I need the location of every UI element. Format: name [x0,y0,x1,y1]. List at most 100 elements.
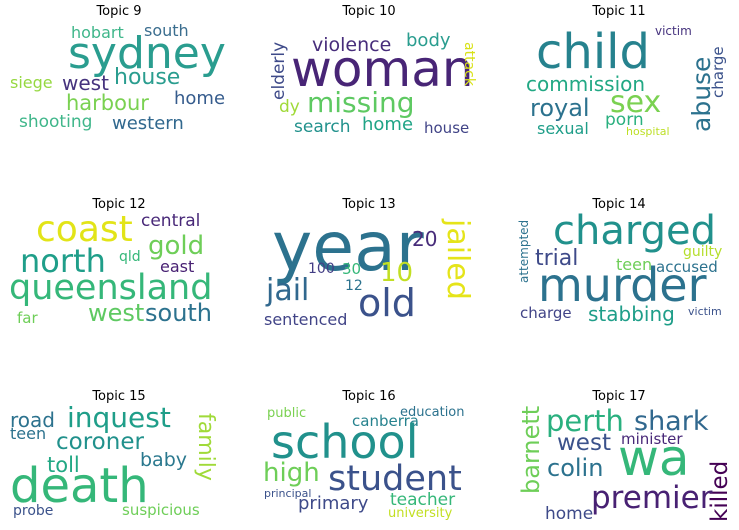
word: year [272,208,424,287]
word: trial [535,246,579,271]
word: house [424,119,470,137]
word: east [160,257,195,276]
word: search [294,117,351,137]
word: 20 [412,227,438,251]
word: western [112,113,184,134]
word: canberra [352,412,419,430]
word: home [545,504,594,524]
word: charge [709,46,727,98]
panel-title: Topic 17 [592,389,646,404]
wordcloud-panel-topic-9: Topic 9 sydney hobart south house west s… [10,4,226,144]
word: north [20,242,106,280]
wordcloud: sydney hobart south house west siege hom… [10,21,226,144]
wordcloud: road inquest teen coroner family toll ba… [10,401,224,529]
wordcloud: year 20 jailed 10 100 30 jail 12 old sen… [264,208,475,337]
wordcloud-panel-topic-15: Topic 15 road inquest teen coroner famil… [10,389,224,529]
word: student [328,459,462,499]
word: coroner [56,429,144,455]
word: attempted [517,219,531,283]
word: minister [621,430,683,448]
word: sexual [537,119,589,138]
panel-title: Topic 9 [96,4,142,19]
wordcloud-panel-topic-14: Topic 14 charged attempted trial teen gu… [514,197,724,337]
word: west [557,430,611,456]
word: jailed [440,219,475,300]
wordcloud: perth shark barnett minister west wa col… [514,404,733,529]
word: hobart [71,23,124,42]
word: woman [291,40,474,98]
word: victim [688,305,722,318]
wordcloud-panel-topic-13: Topic 13 year 20 jailed 10 100 30 jail 1… [264,197,475,337]
word: sydney [68,28,226,79]
word: stabbing [588,302,675,326]
word: gold [148,231,205,261]
word: education [400,405,465,420]
word: premier [591,480,713,516]
panel-title: Topic 13 [342,197,396,212]
word: west [62,71,109,95]
word: hospital [626,125,670,138]
word: accused [656,258,718,276]
word: house [114,65,181,90]
word: porn [605,110,644,130]
word: perth [546,404,624,438]
word: suspicious [122,501,200,519]
wordcloud: charged attempted trial teen guilty accu… [514,211,724,337]
panel-title: Topic 16 [342,389,396,404]
word: high [263,458,320,488]
word: coast [36,209,133,250]
word: elderly [269,41,289,100]
word: death [10,458,149,514]
word: body [406,30,451,51]
word: south [144,21,189,40]
word: guilty [683,244,723,260]
word: colin [547,454,604,482]
wordcloud-panel-topic-11: Topic 11 child victim abuse charge commi… [514,4,727,144]
word: harbour [66,91,149,115]
word: barnett [517,405,545,494]
panel-title: Topic 15 [92,389,146,404]
word: 30 [342,260,362,278]
word: probe [13,503,54,519]
word: primary [298,493,369,514]
wordcloud-panel-topic-12: Topic 12 coast central gold north qld ea… [9,197,224,337]
word: sex [610,85,662,120]
word: west [88,299,145,327]
word: charged [553,208,716,254]
word: school [271,415,419,469]
word: violence [312,34,392,56]
word: teen [10,424,47,443]
word: attack [461,42,477,86]
word: toll [47,453,80,477]
wordcloud: child victim abuse charge commission roy… [514,22,727,144]
word: home [174,88,226,109]
word: shark [634,406,709,437]
word: victim [655,24,692,38]
word: siege [10,73,53,92]
word: public [267,406,307,421]
word: jail [266,273,310,308]
word: sentenced [264,310,348,329]
word: 100 [308,261,335,277]
word: wa [618,429,690,487]
word: old [358,281,416,325]
word: teen [616,255,653,274]
panel-title: Topic 12 [92,197,146,212]
word: inquest [67,401,171,434]
word: far [17,309,38,327]
word: home [362,114,414,135]
word: 10 [380,258,414,288]
word: central [141,211,201,231]
word: shooting [19,112,93,132]
wordcloud: woman violence body elderly attack missi… [264,22,477,144]
word: 12 [345,278,363,294]
word: qld [119,249,141,265]
word: murder [538,258,707,312]
word: university [388,506,453,521]
word: child [536,24,650,80]
word: missing [307,86,415,119]
word: south [145,299,213,327]
wordcloud: coast central gold north qld east queens… [9,209,224,337]
word: teacher [390,490,456,510]
word: commission [526,72,646,96]
